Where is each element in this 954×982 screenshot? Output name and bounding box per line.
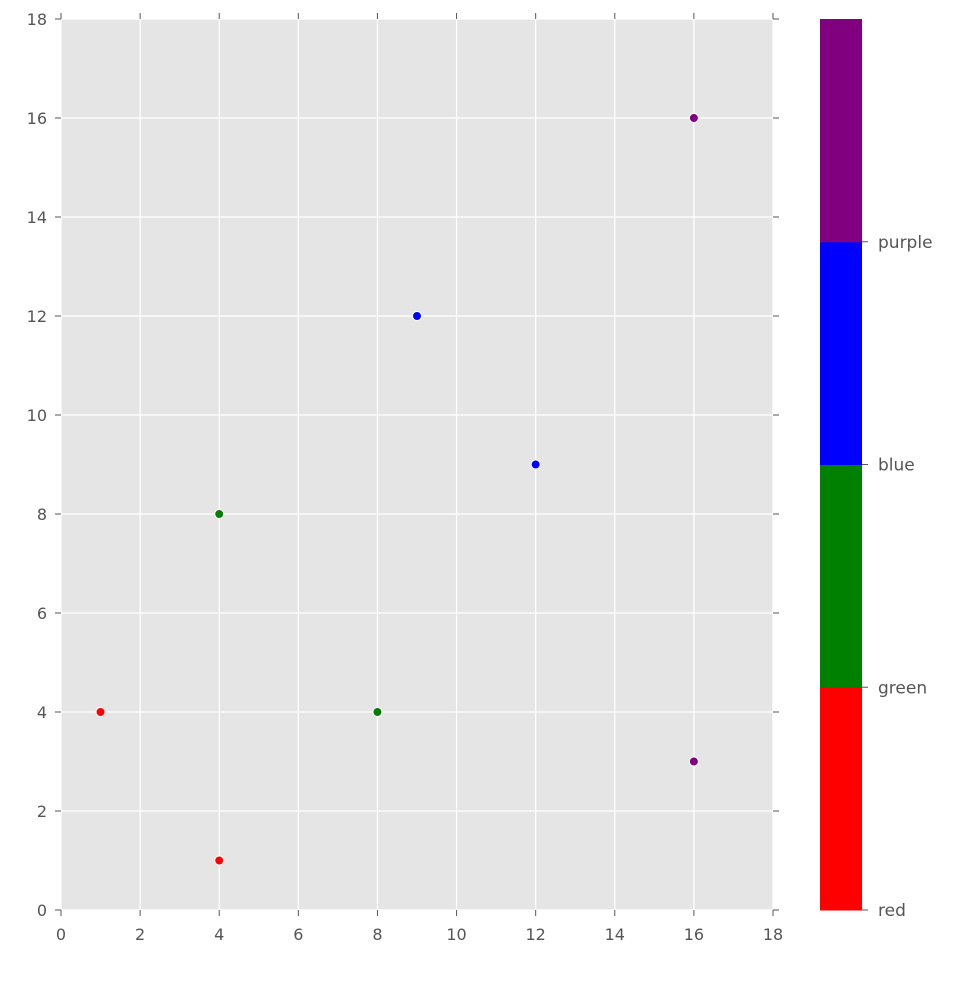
colorbar-tick-label: purple (878, 233, 933, 253)
colorbar: red green blue purple (820, 19, 933, 921)
x-tick-label: 12 (525, 925, 545, 944)
colorbar-segment-blue (820, 241, 862, 465)
x-tick-label: 14 (605, 925, 625, 944)
y-tick-label: 8 (37, 505, 47, 524)
y-tick-label: 18 (27, 10, 47, 29)
y-tick-label: 4 (37, 703, 47, 722)
colorbar-tick-label: blue (878, 456, 915, 476)
data-point-red (214, 855, 225, 866)
data-point-blue (530, 459, 541, 470)
y-tick-label: 0 (37, 901, 47, 920)
y-tick-label: 12 (27, 307, 47, 326)
grid-lines (60, 18, 774, 911)
x-tick-label: 18 (763, 925, 783, 944)
data-point-blue (412, 311, 422, 321)
x-tick-label: 0 (56, 925, 66, 944)
x-tick-labels: 0 2 4 6 8 10 12 14 16 18 (56, 925, 783, 944)
colorbar-tick-label: green (878, 678, 927, 698)
colorbar-segment-red (820, 687, 862, 911)
colorbar-tick-label: red (878, 901, 906, 921)
x-tick-label: 8 (372, 925, 382, 944)
x-tick-label: 6 (293, 925, 303, 944)
x-tick-label: 16 (684, 925, 704, 944)
data-point-red (95, 707, 106, 717)
y-tick-label: 6 (37, 604, 47, 623)
y-tick-labels: 0 2 4 6 8 10 12 14 16 18 (27, 10, 47, 920)
colorbar-segment-green (820, 464, 862, 688)
x-tick-label: 4 (214, 925, 224, 944)
y-tick-label: 2 (37, 802, 47, 821)
x-tick-label: 10 (446, 925, 466, 944)
y-tick-label: 16 (27, 109, 47, 128)
data-point-green (214, 509, 225, 519)
colorbar-segment-purple (820, 19, 862, 243)
y-tick-label: 14 (27, 208, 47, 227)
axis-ticks (55, 13, 779, 916)
plot-background (61, 19, 773, 910)
y-tick-label: 10 (27, 406, 47, 425)
data-point-purple (688, 756, 699, 767)
data-point-green (372, 707, 383, 717)
data-point-purple (688, 113, 699, 123)
x-tick-label: 2 (135, 925, 145, 944)
data-points (95, 113, 699, 866)
